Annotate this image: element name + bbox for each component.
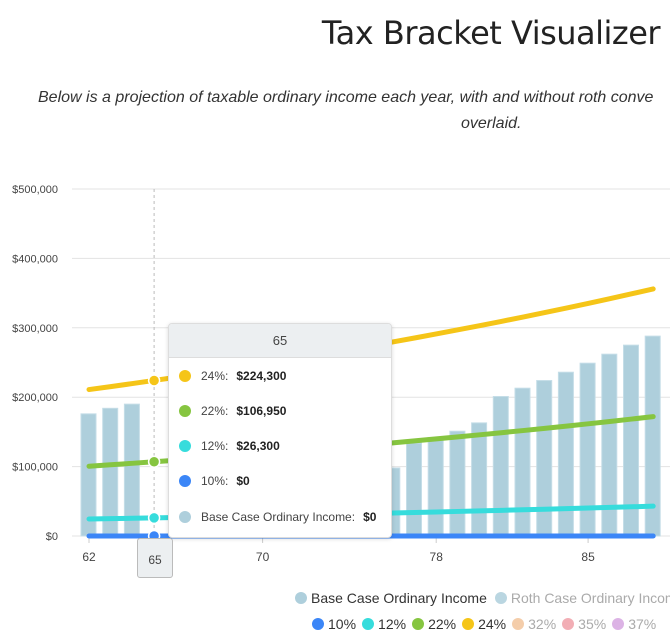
x-axis-highlight-label: 65 (137, 538, 173, 578)
y-tick-label: $300,000 (12, 323, 58, 335)
x-tick-label: 70 (256, 550, 270, 564)
legend-label: 22% (428, 616, 457, 632)
hover-point-12 (147, 511, 161, 525)
tooltip-value: $106,950 (236, 404, 287, 418)
legend-label: Base Case Ordinary Income (311, 590, 487, 606)
tooltip-value: $26,300 (236, 439, 280, 453)
legend-row-income: Base Case Ordinary Income Roth Case Ordin… (295, 590, 670, 606)
tooltip-value: $224,300 (236, 369, 287, 383)
series-dot-icon (179, 440, 191, 452)
tooltip-row: 22%: $106,950 (179, 404, 286, 418)
legend-item[interactable]: 24% (462, 616, 506, 632)
legend-dot-icon (295, 592, 307, 604)
series-dot-icon (179, 405, 191, 417)
bar-base-case (557, 371, 574, 537)
y-tick-label: $400,000 (12, 253, 58, 265)
legend-dot-icon (312, 618, 324, 630)
legend-label: 35% (578, 616, 607, 632)
bar-base-case (427, 436, 444, 537)
bar-base-case (514, 387, 531, 537)
legend-label: Roth Case Ordinary Income (510, 590, 670, 606)
legend-item[interactable]: 12% (362, 616, 406, 632)
tooltip-label: 22%: (201, 404, 229, 418)
bar-base-case (492, 396, 509, 537)
bar-base-case (449, 430, 466, 537)
series-dot-icon (179, 511, 191, 523)
tooltip-label: Base Case Ordinary Income: (201, 510, 356, 524)
bar-base-case (406, 442, 422, 537)
tooltip-row: 24%: $224,300 (179, 369, 286, 383)
bar-base-case (471, 422, 488, 537)
tooltip-row: Base Case Ordinary Income: $0 (179, 510, 376, 524)
page-subtitle-line1: Below is a projection of taxable ordinar… (38, 89, 654, 106)
bar-base-case (536, 380, 553, 537)
y-tick-label: $100,000 (12, 462, 58, 474)
tooltip-value: $0 (236, 474, 250, 488)
tooltip-title: 65 (169, 324, 391, 358)
series-dot-icon (179, 475, 191, 487)
legend-label: 24% (478, 616, 507, 632)
legend-dot-icon (494, 592, 507, 604)
legend-item[interactable]: Roth Case Ordinary Income (494, 590, 670, 606)
legend-item[interactable]: 10% (312, 616, 356, 632)
legend-label: 10% (328, 616, 357, 632)
legend-dot-icon (512, 618, 525, 630)
x-tick-label: 78 (430, 550, 444, 564)
legend-item[interactable]: 35% (562, 616, 606, 632)
legend-dot-icon (462, 618, 475, 630)
legend-item[interactable]: 22% (412, 616, 456, 632)
legend-dot-icon (362, 618, 375, 630)
hover-point-22 (147, 455, 161, 469)
legend-label: 32% (528, 616, 557, 632)
tooltip-row: 10%: $0 (179, 474, 250, 488)
legend-dot-icon (612, 618, 625, 630)
page-subtitle-line2: overlaid. (461, 115, 522, 132)
hover-point-24 (147, 374, 161, 387)
y-tick-label: $500,000 (12, 184, 58, 196)
tooltip-label: 10%: (201, 474, 229, 488)
legend-item[interactable]: 32% (512, 616, 556, 632)
chart-tooltip: 65 24%: $224,300 22%: $106,950 12%: $26,300 10… (168, 323, 392, 538)
x-tick-label: 85 (581, 550, 595, 564)
tooltip-row: 12%: $26,300 (179, 439, 280, 453)
series-dot-icon (179, 370, 191, 382)
x-tick-label: 62 (82, 550, 96, 564)
legend-item[interactable]: Base Case Ordinary Income (295, 590, 487, 606)
tooltip-label: 12%: (201, 439, 229, 453)
legend-dot-icon (562, 618, 575, 630)
tooltip-label: 24%: (201, 369, 229, 383)
legend-dot-icon (412, 618, 425, 630)
legend-row-brackets: 10% 12% 22% 24% 32% 35% 37% (312, 616, 662, 632)
page-title: Tax Bracket Visualizer (321, 14, 661, 52)
tooltip-value: $0 (363, 510, 377, 524)
legend-label: 12% (378, 616, 407, 632)
legend-label: 37% (628, 616, 657, 632)
legend-item[interactable]: 37% (612, 616, 656, 632)
y-tick-label: $200,000 (12, 392, 58, 404)
y-tick-label: $0 (46, 531, 58, 543)
